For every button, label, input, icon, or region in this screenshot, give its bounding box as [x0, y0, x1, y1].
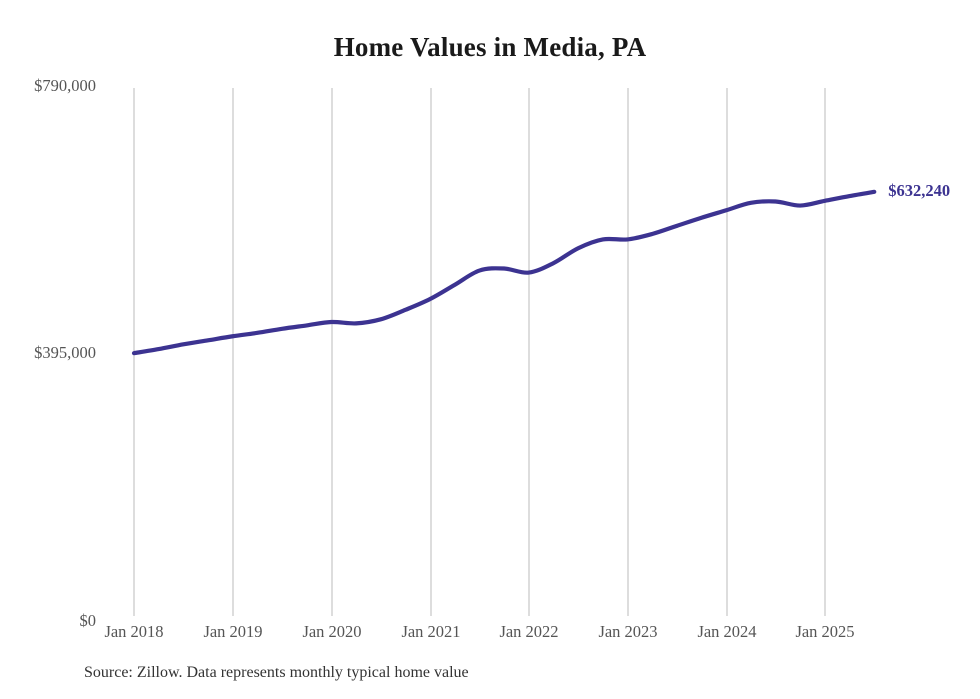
- x-axis-tick-label-jan-2019: Jan 2019: [203, 622, 263, 641]
- x-axis-tick-label-jan-2022: Jan 2022: [499, 622, 559, 641]
- source-note: Source: Zillow. Data represents monthly …: [84, 664, 469, 681]
- y-axis-tick-label-395000: $395,000: [34, 343, 96, 362]
- x-axis-tick-label-jan-2024: Jan 2024: [697, 622, 757, 641]
- y-axis-tick-label-790000: $790,000: [34, 76, 96, 95]
- x-axis-tick-label-jan-2018: Jan 2018: [104, 622, 164, 641]
- y-axis-tick-label-0: $0: [79, 611, 97, 630]
- chart-title: Home Values in Media, PA: [333, 32, 647, 62]
- data-series-line: [131, 189, 877, 356]
- x-axis-tick-label-jan-2020: Jan 2020: [302, 622, 362, 641]
- endpoint-value-label: $632,240: [888, 180, 951, 200]
- x-axis-tick-label-jan-2025: Jan 2025: [795, 622, 855, 641]
- x-axis-tick-label-jan-2021: Jan 2021: [401, 622, 461, 641]
- x-axis-tick-label-jan-2023: Jan 2023: [598, 622, 658, 641]
- gridlines: [133, 88, 826, 616]
